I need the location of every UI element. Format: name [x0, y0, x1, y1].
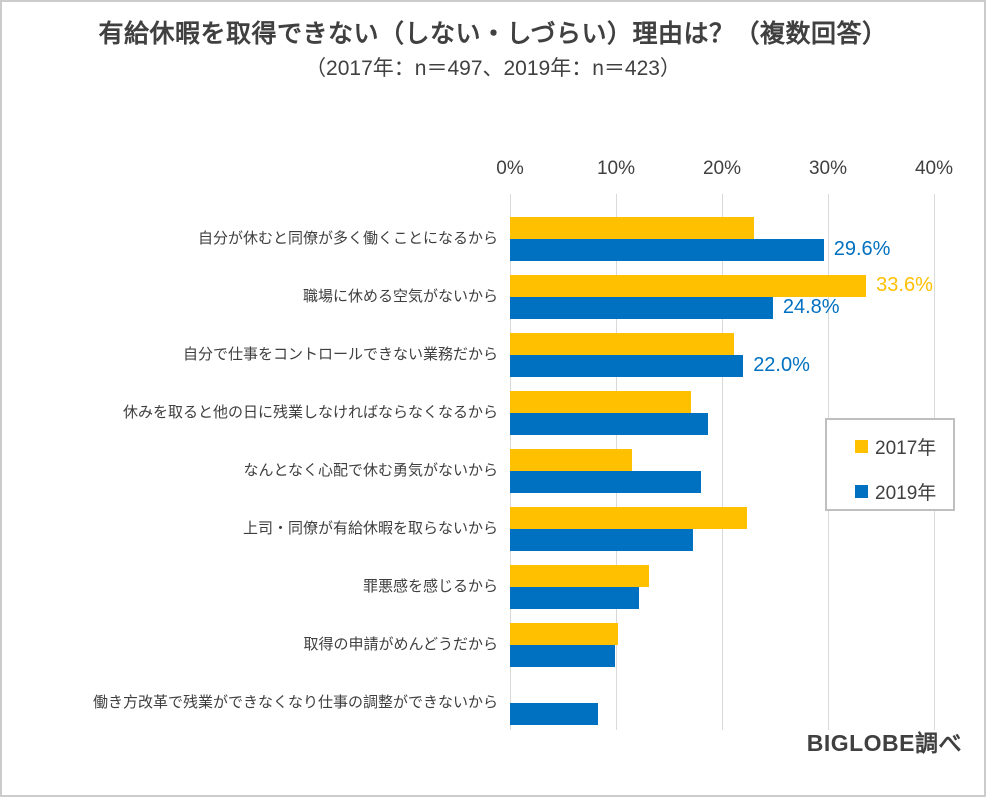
bar-2017-row5: [510, 449, 632, 471]
category-label: 自分で仕事をコントロールできない業務だから: [182, 346, 498, 363]
category-label: 職場に休める空気がないから: [302, 288, 498, 305]
bar-2017-row4: [510, 391, 692, 413]
category-label: 取得の申請がめんどうだから: [303, 636, 498, 653]
category-label: 上司・同僚が有給休暇を取らないから: [242, 520, 498, 537]
bar-2017-row1: [510, 217, 754, 239]
bar-2019-row2: [510, 297, 773, 319]
chart-subtitle: （2017年：n＝497、2019年：n＝423）: [305, 57, 681, 80]
bar-2019-row4: [510, 413, 709, 435]
bar-2019-row5: [510, 471, 701, 493]
bar-2019-row1: [510, 239, 824, 261]
legend-swatch-icon: [855, 485, 868, 498]
bar-2017-row7: [510, 565, 649, 587]
bar-2019-row6: [510, 529, 694, 551]
bar-2017-row6: [510, 507, 748, 529]
data-label: 24.8%: [782, 296, 840, 318]
bar-2019-row3: [510, 355, 744, 377]
legend: 2017年 2019年: [825, 418, 955, 511]
legend-item-2019: 2019年: [855, 478, 936, 505]
bar-2019-row9: [510, 703, 598, 725]
data-label: 33.6%: [876, 274, 933, 296]
legend-item-2017: 2017年: [855, 433, 936, 460]
bar-2019-row7: [510, 587, 640, 609]
source-label: BIGLOBE調べ: [806, 730, 962, 756]
x-axis-tick-label: 0%: [496, 158, 524, 179]
category-label: なんとなく心配で休む勇気がないから: [243, 462, 498, 479]
legend-swatch-icon: [855, 440, 868, 453]
x-axis-tick-label: 30%: [808, 158, 848, 179]
category-label: 罪悪感を感じるから: [362, 578, 498, 595]
bar-2017-row2: [510, 275, 867, 297]
x-axis-tick-label: 10%: [596, 158, 636, 179]
x-axis-tick-label: 20%: [702, 158, 742, 179]
bar-2019-row8: [510, 645, 615, 667]
legend-label: 2019年: [875, 483, 937, 504]
category-label: 働き方改革で残業ができなくなり仕事の調整ができないから: [92, 694, 498, 711]
x-axis-tick-label: 40%: [914, 158, 954, 179]
category-label: 自分が休むと同僚が多く働くことになるから: [197, 230, 498, 247]
bar-2017-row8: [510, 623, 619, 645]
data-label: 22.0%: [753, 354, 810, 376]
gridline: [722, 194, 723, 730]
legend-label: 2017年: [875, 438, 937, 459]
bar-2017-row3: [510, 333, 734, 355]
plot-area: [510, 194, 935, 730]
data-label: 29.6%: [833, 238, 891, 260]
chart-title: 有給休暇を取得できない（しない・しづらい）理由は？（複数回答）: [98, 20, 888, 48]
category-label: 休みを取ると他の日に残業しなければならなくなるから: [122, 404, 498, 421]
